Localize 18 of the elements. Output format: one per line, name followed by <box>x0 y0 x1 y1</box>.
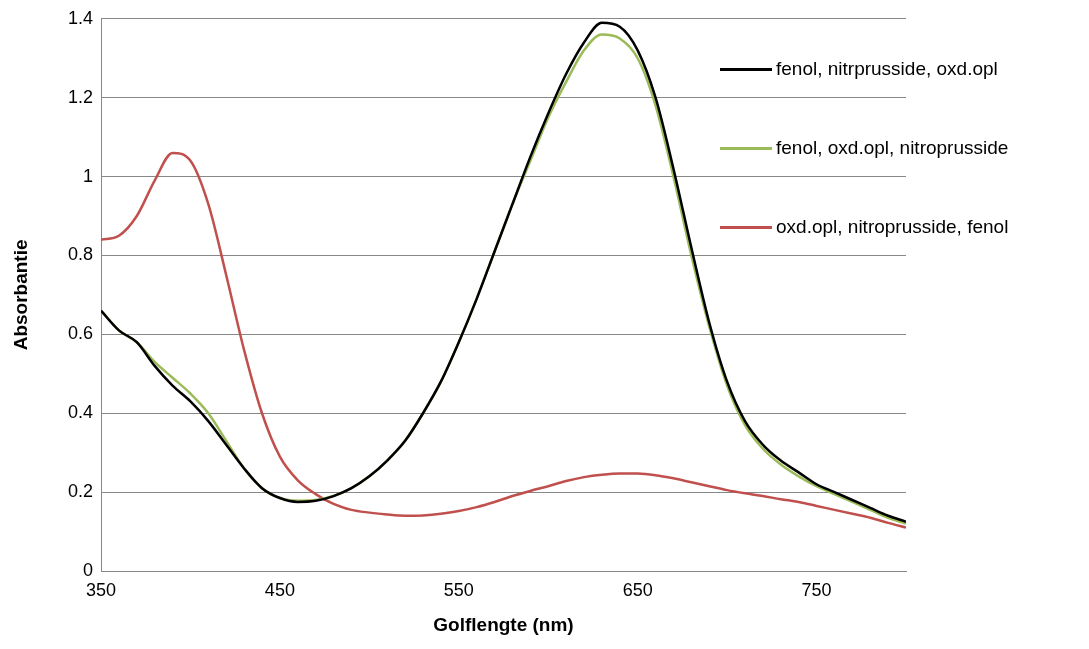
y-tick-label: 0.8 <box>67 244 93 265</box>
y-tick-label: 0.4 <box>67 402 93 423</box>
y-tick-label: 1.2 <box>67 86 93 107</box>
y-tick-label: 1.4 <box>67 7 93 28</box>
y-tick-label: 0.2 <box>67 481 93 502</box>
x-tick-label: 550 <box>443 579 474 600</box>
x-tick-label: 650 <box>622 579 653 600</box>
y-axis-title: Absorbantie <box>9 239 31 351</box>
legend-label: oxd.opl, nitroprusside, fenol <box>776 216 1009 238</box>
x-axis-title: Golflengte (nm) <box>433 613 574 635</box>
x-tick-label: 750 <box>801 579 832 600</box>
legend-label: fenol, nitrprusside, oxd.opl <box>776 58 998 80</box>
legend-label: fenol, oxd.opl, nitroprusside <box>776 137 1009 159</box>
y-tick-label: 0 <box>82 559 93 580</box>
y-tick-label: 1 <box>82 165 93 186</box>
x-tick-label: 450 <box>264 579 295 600</box>
y-tick-label: 0.6 <box>67 323 93 344</box>
x-tick-label: 350 <box>85 579 117 600</box>
